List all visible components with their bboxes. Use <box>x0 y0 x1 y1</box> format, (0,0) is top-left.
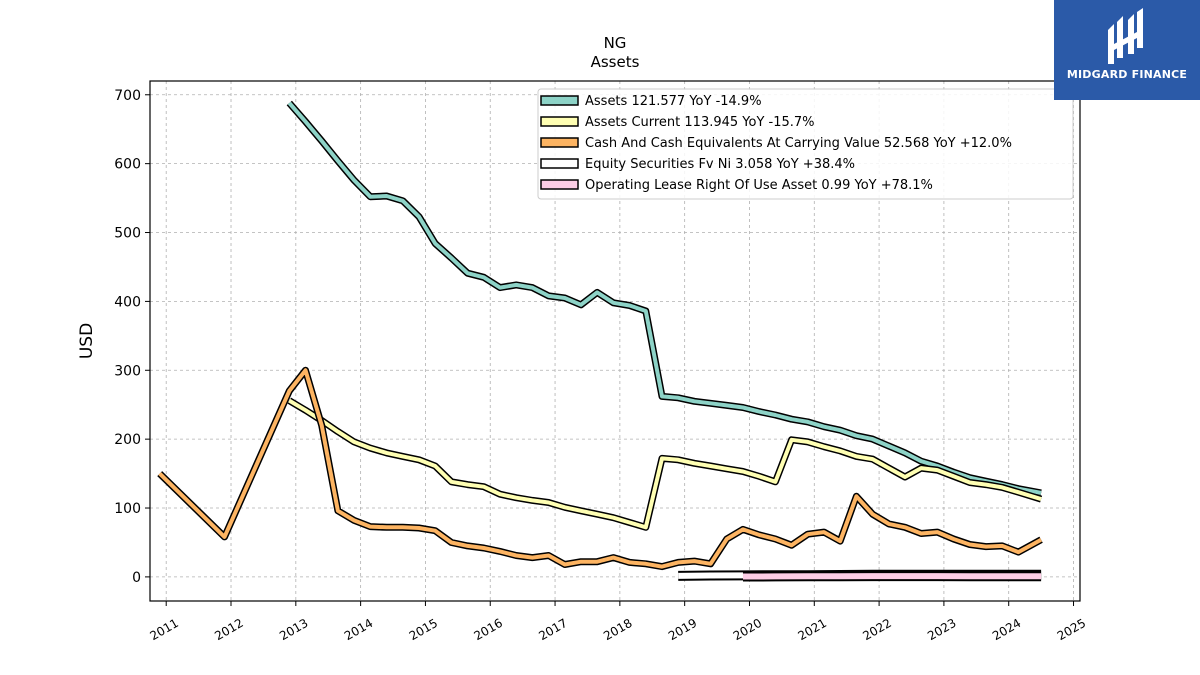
plot-frame <box>149 80 1081 602</box>
x-tick-label: 2017 <box>536 616 569 643</box>
series-2 <box>157 366 1043 571</box>
series-layer <box>157 100 1043 582</box>
x-tick-label: 2025 <box>1055 616 1088 643</box>
series-0 <box>286 100 1042 497</box>
x-tick-label: 2015 <box>407 616 440 643</box>
y-axis-label: USD <box>77 323 97 359</box>
legend-box <box>537 88 1074 200</box>
legend-label: Equity Securities Fv Ni 3.058 YoY +38.4% <box>585 157 855 172</box>
series-line <box>287 101 1042 495</box>
legend-item: Cash And Cash Equivalents At Carrying Va… <box>540 136 1012 151</box>
x-tick-label: 2014 <box>342 616 375 643</box>
legend-swatch <box>540 179 579 190</box>
y-tick-label: 100 <box>114 501 141 517</box>
brand-logo: MIDGARD FINANCE <box>1054 0 1200 100</box>
x-tick-label: 2021 <box>796 616 829 643</box>
legend-label: Assets Current 113.945 YoY -15.7% <box>585 115 815 130</box>
x-tick-label: 2012 <box>212 616 245 643</box>
y-tick-label: 400 <box>114 294 141 310</box>
legend-swatch <box>540 137 579 148</box>
legend-swatch <box>540 116 579 127</box>
x-tick-label: 2022 <box>860 616 893 643</box>
x-tick-label: 2024 <box>990 616 1023 643</box>
y-tick-label: 500 <box>114 226 141 242</box>
legend-label: Cash And Cash Equivalents At Carrying Va… <box>585 136 1012 151</box>
y-tick-label: 600 <box>114 157 141 173</box>
chart-title: NG <box>604 34 627 52</box>
brand-name: MIDGARD FINANCE <box>1066 68 1188 81</box>
y-tick-label: 300 <box>114 363 141 379</box>
x-tick-label: 2011 <box>147 616 180 643</box>
legend: Assets 121.577 YoY -14.9% Assets Current … <box>537 88 1074 200</box>
legend-label: Assets 121.577 YoY -14.9% <box>585 94 762 109</box>
y-tick-label: 700 <box>114 88 141 104</box>
x-tick-label: 2023 <box>925 616 958 643</box>
legend-item: Operating Lease Right Of Use Asset 0.99 … <box>540 178 933 193</box>
x-tick-label: 2018 <box>601 616 634 643</box>
y-tick-label: 0 <box>132 570 141 586</box>
logo-mark-icon <box>1108 8 1143 64</box>
legend-item: Assets 121.577 YoY -14.9% <box>540 94 762 109</box>
x-tick-label: 2016 <box>472 616 505 643</box>
legend-swatch <box>540 158 579 169</box>
legend-item: Equity Securities Fv Ni 3.058 YoY +38.4% <box>540 157 855 172</box>
series-line <box>288 398 1042 530</box>
legend-item: Assets Current 113.945 YoY -15.7% <box>540 115 815 130</box>
series-line <box>158 368 1043 569</box>
x-tick-label: 2013 <box>277 616 310 643</box>
legend-swatch <box>540 95 579 106</box>
legend-label: Operating Lease Right Of Use Asset 0.99 … <box>585 178 933 193</box>
y-tick-label: 200 <box>114 432 141 448</box>
chart-subtitle: Assets <box>591 53 640 71</box>
series-1 <box>287 397 1043 531</box>
x-tick-label: 2019 <box>666 616 699 643</box>
x-tick-label: 2020 <box>731 616 764 643</box>
